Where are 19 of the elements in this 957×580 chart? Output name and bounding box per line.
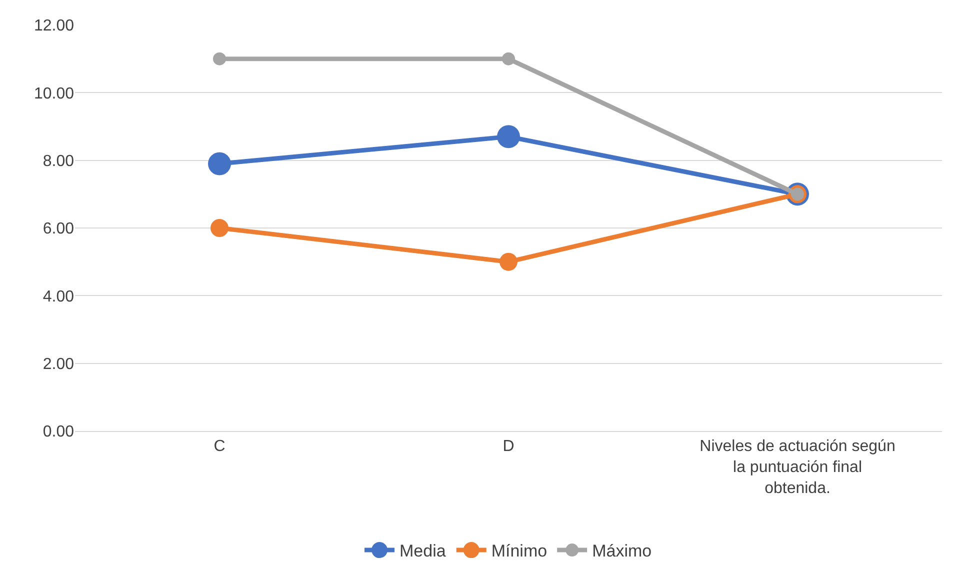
y-tick-label: 2.00 (42, 356, 74, 373)
legend-label: Media (400, 542, 446, 561)
point (502, 52, 515, 66)
y-tick-label: 12.00 (34, 18, 74, 35)
x-tick-label: D (502, 438, 514, 456)
x-tick-label: C (214, 438, 226, 456)
point (210, 219, 228, 237)
y-tick-label: 10.00 (34, 85, 74, 102)
y-tick-label: 0.00 (42, 424, 74, 441)
point (500, 252, 518, 271)
point (213, 52, 226, 66)
y-tick-label: 8.00 (42, 152, 74, 170)
x-tick-label: Niveles de actuación según la puntuación final obtenida. (700, 438, 896, 497)
y-tick-label: 6.00 (42, 220, 74, 238)
legend-label: Mínimo (491, 542, 548, 561)
point (497, 125, 520, 148)
point (208, 152, 231, 176)
legend-label: Máximo (592, 542, 652, 561)
y-tick-label: 4.00 (42, 288, 74, 306)
